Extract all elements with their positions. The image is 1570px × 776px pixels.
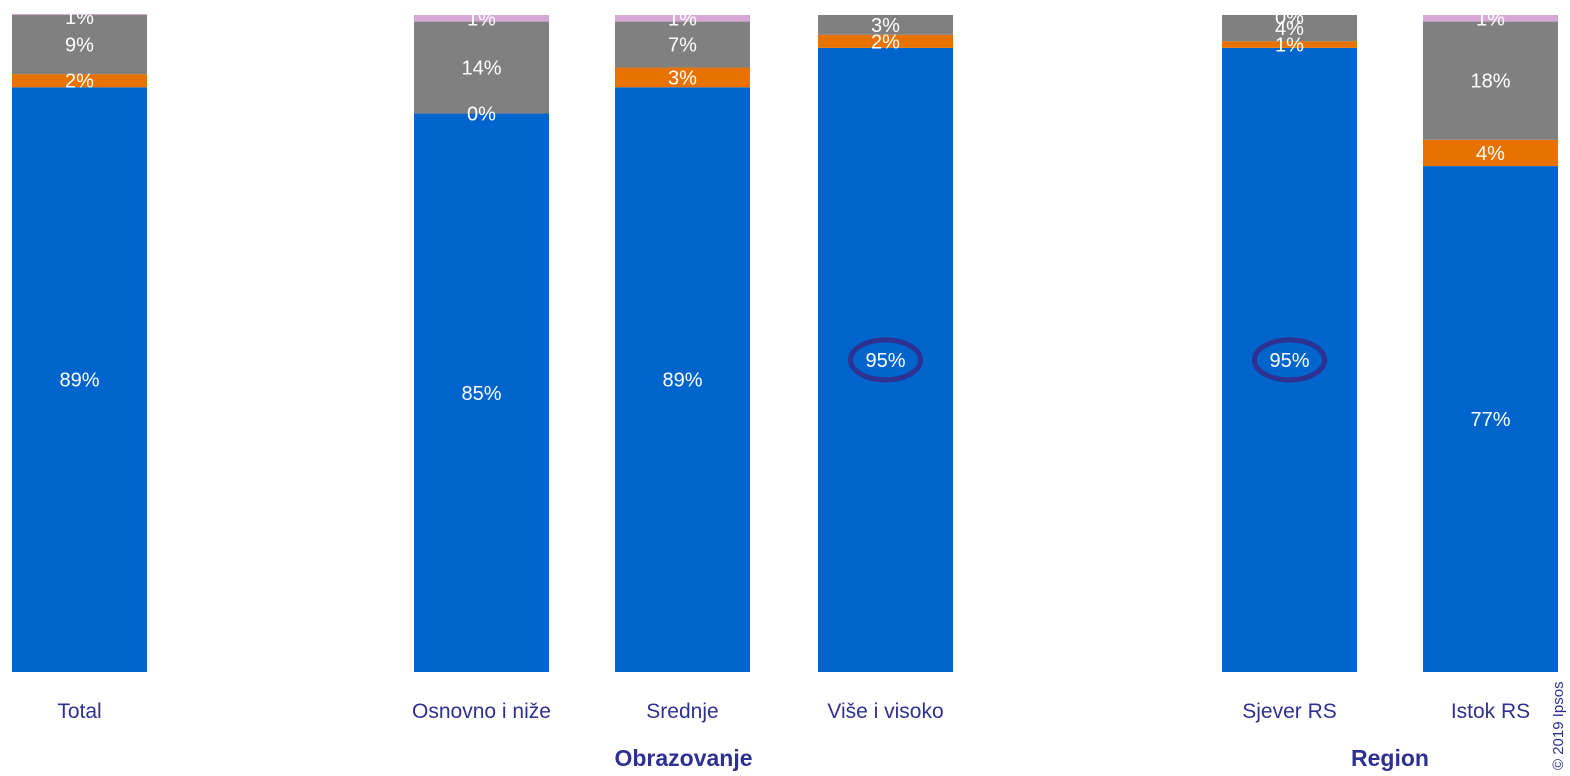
category-label: Sjever RS xyxy=(1242,700,1337,723)
bar-segment xyxy=(818,34,953,48)
segment-value-label: 1% xyxy=(668,8,697,30)
bar-segment xyxy=(1423,21,1558,140)
bar-segment xyxy=(615,21,750,68)
bar-segment xyxy=(12,74,147,88)
bar-segment xyxy=(818,47,953,673)
segment-value-label: 1% xyxy=(1476,8,1505,30)
bar-segment xyxy=(818,15,953,35)
segment-value-label: 18% xyxy=(1470,71,1510,93)
segment-value-label: 3% xyxy=(668,67,697,89)
segment-value-label: 2% xyxy=(65,71,94,93)
segment-value-label: 1% xyxy=(467,8,496,30)
bar-segment xyxy=(414,15,549,22)
bar-segment xyxy=(615,67,750,88)
segment-value-label: 4% xyxy=(1476,143,1505,165)
bar-segment xyxy=(12,15,147,75)
category-label: Istok RS xyxy=(1451,700,1530,723)
segment-value-label: 95% xyxy=(1269,350,1309,372)
bar-segment xyxy=(1423,139,1558,167)
copyright-notice: © 2019 Ipsos xyxy=(1550,681,1567,770)
bar-segment xyxy=(615,87,750,672)
group-labels-layer: Obrazovanje Region xyxy=(614,745,1429,771)
bar-segment xyxy=(414,21,549,114)
segment-value-label: 0% xyxy=(467,104,496,126)
bar-segment xyxy=(1222,15,1357,42)
segment-value-label: 3% xyxy=(871,15,900,37)
bar-segment xyxy=(615,15,750,22)
category-labels-layer: Total Osnovno i niže Srednje Više i visoko S… xyxy=(57,700,1530,723)
segment-value-label: 77% xyxy=(1470,409,1510,431)
segment-value-label: 95% xyxy=(865,350,905,372)
segment-value-label: 1% xyxy=(65,7,94,29)
category-label: Osnovno i niže xyxy=(412,700,551,723)
bars-layer xyxy=(12,14,1558,673)
segment-value-label: 1% xyxy=(1275,35,1304,57)
category-label: Srednje xyxy=(646,700,718,723)
highlight-layer xyxy=(848,337,1327,383)
highlight-ring xyxy=(1252,337,1327,383)
segment-value-label: 89% xyxy=(662,370,702,392)
category-label: Total xyxy=(57,700,101,723)
segment-value-label: 85% xyxy=(461,383,501,405)
segment-value-label: 9% xyxy=(65,35,94,57)
segment-value-label: 4% xyxy=(1275,18,1304,40)
bar-segment xyxy=(12,14,147,15)
bar-segment xyxy=(414,113,549,673)
bar-segment xyxy=(12,87,147,672)
group-label: Obrazovanje xyxy=(614,745,752,771)
segment-value-label: 89% xyxy=(59,370,99,392)
highlight-ring xyxy=(848,337,923,383)
segment-value-label: 0% xyxy=(1275,7,1304,29)
bar-segment xyxy=(1222,47,1357,673)
category-label: Više i visoko xyxy=(827,700,943,723)
group-label: Region xyxy=(1351,745,1429,771)
bar-segment xyxy=(1423,15,1558,22)
segment-labels-layer: 89%2%9%1%85%0%14%1%89%3%7%1%95%2%3%95%1%… xyxy=(59,7,1510,431)
segment-value-label: 2% xyxy=(871,31,900,53)
segment-value-label: 7% xyxy=(668,35,697,57)
bar-segment xyxy=(1222,41,1357,48)
bar-segment xyxy=(1423,166,1558,673)
segment-value-label: 14% xyxy=(461,58,501,80)
